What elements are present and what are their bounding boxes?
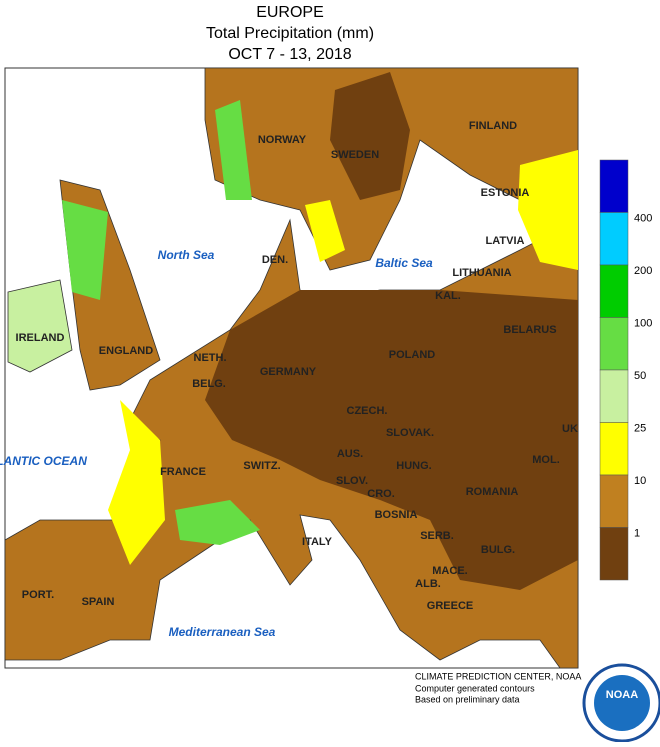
- country-label: SWEDEN: [331, 149, 379, 161]
- legend-swatch: [599, 212, 629, 266]
- country-label: CZECH.: [347, 405, 388, 417]
- legend-label: 200: [634, 265, 652, 277]
- country-label: POLAND: [389, 349, 436, 361]
- country-label: SLOVAK.: [386, 427, 434, 439]
- country-label: ROMANIA: [466, 486, 519, 498]
- country-label: DEN.: [262, 254, 288, 266]
- sea-label: Mediterranean Sea: [169, 625, 276, 639]
- sea-label: Baltic Sea: [375, 256, 433, 270]
- country-label: LITHUANIA: [452, 267, 511, 279]
- footer-line: Computer generated contours: [415, 683, 535, 693]
- country-label: KAL.: [435, 290, 461, 302]
- legend-swatch: [599, 317, 629, 371]
- map: NORWAY SWEDEN FINLAND ESTONIA LATVIA LIT…: [0, 67, 579, 669]
- legend-label: 1: [634, 527, 640, 539]
- title: EUROPE: [256, 4, 324, 21]
- country-label: BOSNIA: [375, 509, 418, 521]
- wet-baltic: [518, 150, 578, 270]
- country-label: BULG.: [481, 544, 515, 556]
- country-label: CRO.: [367, 488, 395, 500]
- dates: OCT 7 - 13, 2018: [228, 46, 351, 63]
- legend-label: 50: [634, 370, 646, 382]
- country-label: BELARUS: [503, 324, 556, 336]
- logo: [594, 675, 650, 731]
- wet-provence: [175, 500, 260, 545]
- country-labels: NORWAY SWEDEN FINLAND ESTONIA LATVIA LIT…: [16, 120, 578, 612]
- country-label: UK: [562, 423, 578, 435]
- legend-swatch: [599, 369, 629, 423]
- wet-sweden: [305, 200, 345, 262]
- country-label: MACE.: [432, 565, 467, 577]
- logo-text: NOAA: [606, 689, 638, 701]
- country-label: HUNG.: [396, 460, 431, 472]
- country-label: SWITZ.: [243, 460, 280, 472]
- country-label: ITALY: [302, 536, 333, 548]
- country-label: NETH.: [194, 352, 227, 364]
- sea-label: ATLANTIC OCEAN: [0, 454, 87, 468]
- country-label: SLOV.: [336, 475, 368, 487]
- dry-core: [205, 290, 578, 590]
- country-label: ENGLAND: [99, 345, 153, 357]
- country-label: NORWAY: [258, 134, 307, 146]
- country-label: SERB.: [420, 530, 454, 542]
- country-label: SPAIN: [82, 596, 115, 608]
- country-label: PORT.: [22, 589, 54, 601]
- wet-britain: [62, 200, 108, 300]
- footer: CLIMATE PREDICTION CENTER, NOAA Computer…: [415, 663, 660, 743]
- country-label: MOL.: [532, 454, 560, 466]
- legend-swatch: [599, 474, 629, 528]
- country-label: ESTONIA: [481, 187, 530, 199]
- country-label: BELG.: [192, 378, 226, 390]
- country-label: GERMANY: [260, 366, 317, 378]
- legend: 400 200 100 50 25 10 1: [599, 159, 652, 581]
- subtitle: Total Precipitation (mm): [206, 25, 374, 42]
- country-label: FINLAND: [469, 120, 517, 132]
- sea-labels: North Sea Baltic Sea ATLANTIC OCEAN Medi…: [0, 248, 433, 639]
- footer-line: CLIMATE PREDICTION CENTER, NOAA: [415, 671, 581, 681]
- legend-swatch: [599, 527, 629, 581]
- country-label: ALB.: [415, 578, 441, 590]
- legend-label: 25: [634, 422, 646, 434]
- legend-label: 10: [634, 475, 646, 487]
- legend-label: 100: [634, 317, 652, 329]
- footer-line: Based on preliminary data: [415, 694, 520, 704]
- sea-label: North Sea: [158, 248, 215, 262]
- legend-swatch: [599, 264, 629, 318]
- ireland: [7, 279, 73, 373]
- wet-norway: [215, 100, 252, 200]
- legend-swatch: [599, 422, 629, 476]
- country-label: IRELAND: [16, 332, 65, 344]
- header: EUROPE Total Precipitation (mm) OCT 7 - …: [206, 4, 374, 63]
- country-label: AUS.: [337, 448, 363, 460]
- wet-france: [108, 400, 165, 565]
- country-label: LATVIA: [486, 235, 525, 247]
- legend-swatch: [599, 159, 629, 213]
- legend-label: 400: [634, 212, 652, 224]
- dry-sweden: [330, 72, 410, 200]
- country-label: GREECE: [427, 600, 473, 612]
- country-label: FRANCE: [160, 466, 206, 478]
